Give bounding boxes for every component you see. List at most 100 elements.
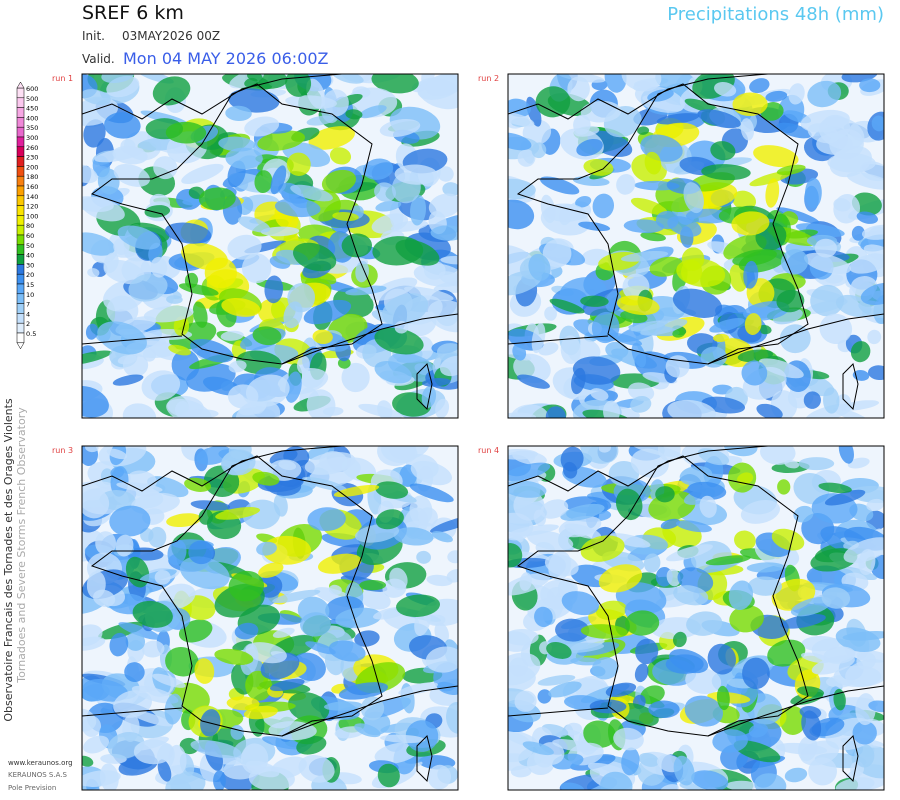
colorbar-swatch — [16, 273, 25, 285]
precip-blob — [166, 513, 202, 528]
precip-blob — [181, 163, 224, 185]
precip-blob — [290, 184, 333, 202]
precip-blob — [725, 780, 757, 790]
precip-blob — [394, 320, 409, 334]
precip-blob — [436, 343, 458, 363]
precip-blob — [603, 400, 620, 418]
colorbar-swatch — [16, 126, 25, 138]
precip-blob — [630, 320, 668, 332]
precip-blob — [165, 771, 206, 790]
colorbar-swatch — [16, 254, 25, 265]
precip-blob — [807, 123, 840, 144]
precip-blob — [116, 482, 163, 493]
precip-blob — [409, 483, 454, 503]
precip-blob — [430, 225, 458, 241]
precip-blob — [258, 562, 284, 578]
precip-blob — [355, 260, 370, 283]
precip-blob — [410, 460, 453, 486]
precip-blob — [321, 169, 357, 194]
precip-blob — [623, 219, 665, 234]
precip-blob — [418, 507, 438, 527]
precip-blob — [179, 556, 230, 590]
precip-blob — [86, 571, 106, 599]
precip-blob — [833, 665, 882, 688]
precip-blob — [795, 223, 845, 237]
precip-blob — [329, 147, 352, 165]
precip-blob — [600, 771, 633, 790]
map-panel — [81, 445, 459, 791]
org-en: Tornadoes and Severe Storms French Obser… — [15, 407, 28, 684]
precip-blob — [359, 588, 391, 610]
precip-blob — [804, 177, 822, 209]
precip-blob — [798, 457, 835, 471]
precip-blob — [82, 89, 111, 105]
precip-blob — [630, 448, 669, 478]
precip-blob — [747, 576, 783, 596]
precip-blob — [341, 362, 370, 393]
precip-blob — [777, 479, 791, 495]
precip-blob — [854, 744, 875, 768]
precip-blob — [332, 74, 364, 84]
colorbar-swatch — [16, 215, 25, 226]
precip-blob — [655, 210, 679, 230]
precip-blob — [863, 244, 884, 262]
precip-blob — [672, 288, 723, 318]
precip-blob — [851, 225, 865, 241]
precip-blob — [148, 526, 167, 548]
precip-blob — [852, 720, 877, 745]
precip-blob — [103, 259, 145, 285]
panel-frame — [81, 445, 459, 791]
precip-blob — [381, 446, 418, 464]
precip-blob — [358, 403, 403, 418]
precip-blob — [306, 115, 335, 126]
precip-blob — [514, 690, 537, 712]
precip-blob — [322, 89, 349, 117]
colorbar-label: 100 — [26, 212, 38, 220]
precip-blob — [245, 642, 287, 664]
precip-blob — [143, 305, 194, 323]
precip-blob — [307, 507, 346, 532]
colorbar-label: 300 — [26, 134, 38, 142]
colorbar-label: 230 — [26, 154, 38, 162]
precip-blob — [508, 462, 551, 482]
precip-blob — [634, 663, 649, 683]
precip-blob — [82, 755, 94, 767]
map-panel — [507, 73, 885, 419]
precip-blob — [168, 344, 192, 356]
precip-blob — [660, 784, 679, 790]
precip-blob — [555, 618, 590, 642]
precip-blob — [621, 747, 640, 776]
panels: run 1 run 2 run 3 run 4 — [52, 73, 885, 791]
colorbar-label: 60 — [26, 232, 34, 240]
precip-blob — [765, 90, 788, 102]
precip-blob — [328, 640, 366, 662]
precip-blob — [823, 646, 856, 664]
precip-blob — [776, 122, 812, 139]
precip-blob — [640, 318, 688, 336]
precip-blob — [533, 509, 546, 527]
precip-blob — [109, 632, 129, 657]
precip-blob — [656, 113, 700, 125]
colorbar-swatch — [16, 293, 25, 304]
precip-blob — [580, 295, 609, 307]
colorbar-swatch — [16, 117, 25, 128]
precip-blob — [166, 295, 183, 304]
precip-blob — [141, 370, 181, 401]
precip-blob — [374, 182, 397, 202]
precip-blob — [563, 461, 578, 479]
precip-blob — [576, 138, 603, 157]
colorbar-swatch — [16, 224, 25, 236]
colorbar-label: 140 — [26, 193, 38, 201]
precip-blob — [132, 600, 173, 628]
precip-blob — [359, 579, 387, 591]
precip-blob — [82, 770, 121, 787]
precip-blob — [296, 735, 327, 755]
precip-blob — [188, 540, 214, 565]
precip-blob — [508, 665, 536, 692]
precip-blob — [131, 685, 179, 704]
precip-blob — [835, 627, 881, 653]
precip-blob — [731, 211, 770, 236]
precip-blob — [861, 224, 884, 240]
precip-blob — [118, 622, 161, 640]
country-border — [90, 455, 383, 737]
